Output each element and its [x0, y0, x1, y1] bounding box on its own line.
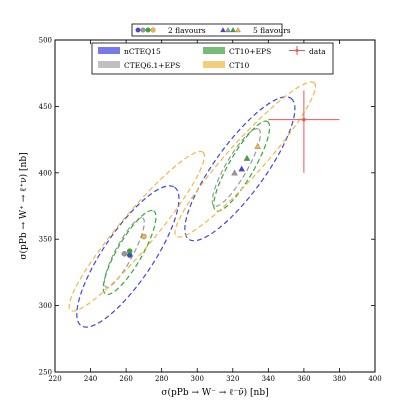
- point-ncteq15-5-flavours: [238, 165, 245, 172]
- legend-swatch-ct10-eps: [203, 47, 225, 54]
- legend-label-cteq61-eps: CTEQ6.1+EPS: [124, 61, 180, 70]
- x-tick-label: 260: [119, 375, 132, 383]
- top-legend-triangle-marker: [225, 27, 231, 33]
- ellipse-ct10-eps-5-flavours: [213, 120, 271, 212]
- legend-swatch-ncteq15: [98, 47, 120, 54]
- x-tick-label: 220: [48, 375, 61, 383]
- x-axis-label: σ(pPb → W⁻ → ℓ⁻ν̄) [nb]: [161, 387, 268, 398]
- legend: nCTEQ15 CT10+EPS data CTEQ6.1+EPS CT10: [91, 42, 334, 75]
- x-tick-label: 300: [191, 375, 204, 383]
- x-tick-label: 280: [155, 375, 168, 383]
- x-tick-label: 400: [368, 375, 381, 383]
- x-tick-label: 240: [84, 375, 97, 383]
- point-cteq6-1-eps-5-flavours: [231, 169, 238, 176]
- top-legend-circle-marker: [150, 27, 156, 33]
- top-legend-triangle-marker: [235, 27, 241, 33]
- plot-area: [55, 40, 375, 372]
- point-ct10-5-flavours: [254, 142, 261, 149]
- x-tick-label: 380: [333, 375, 346, 383]
- x-tick-label: 320: [226, 375, 239, 383]
- data-point: [302, 117, 306, 122]
- ellipse-ct10-eps-2-flavours: [102, 209, 157, 296]
- y-tick-label: 350: [39, 236, 52, 244]
- x-tick-label: 340: [262, 375, 275, 383]
- top-legend-label-5-flavours: 5 flavours: [253, 26, 291, 35]
- y-tick-label: 250: [39, 369, 52, 377]
- y-tick-label: 400: [39, 169, 52, 177]
- legend-swatch-cteq61-eps: [98, 61, 120, 68]
- ellipse-ct10-2-flavours: [68, 150, 206, 312]
- legend-label-ct10: CT10: [229, 61, 250, 70]
- legend-label-ncteq15: nCTEQ15: [124, 47, 161, 56]
- ellipse-ncteq15-5-flavours: [184, 96, 296, 242]
- top-legend: 2 flavours 5 flavours: [131, 23, 291, 37]
- legend-swatch-ct10: [203, 61, 225, 68]
- ellipse-cteq6-1-eps-2-flavours: [103, 217, 145, 288]
- ellipse-ct10-5-flavours: [174, 81, 317, 238]
- plot-frame: [54, 39, 376, 373]
- y-tick-label: 300: [39, 302, 52, 310]
- top-legend-circle-marker: [140, 27, 146, 33]
- top-legend-triangle-marker: [230, 27, 236, 33]
- y-axis-label: σ(pPb → W⁺ → ℓ⁺ν) [nb]: [18, 152, 29, 259]
- top-legend-triangle-marker: [220, 27, 226, 33]
- y-tick-label: 500: [39, 37, 52, 45]
- legend-label-ct10-eps: CT10+EPS: [229, 47, 271, 56]
- ellipse-ncteq15-2-flavours: [76, 185, 180, 328]
- legend-swatch-data: [289, 46, 305, 55]
- x-tick-label: 360: [297, 375, 310, 383]
- point-ct10-eps-5-flavours: [243, 154, 251, 161]
- top-legend-circle-marker: [135, 27, 141, 33]
- top-legend-circle-marker: [145, 27, 151, 33]
- point-ct10-2-flavours: [141, 233, 147, 240]
- point-cteq6-1-eps-2-flavours: [121, 251, 128, 257]
- top-legend-box: [131, 23, 283, 37]
- top-legend-label-2-flavours: 2 flavours: [168, 26, 206, 35]
- legend-label-data: data: [309, 47, 326, 56]
- point-ct10-eps-2-flavours: [126, 248, 133, 254]
- legend-data-dot: [295, 49, 299, 52]
- y-tick-label: 450: [39, 103, 52, 111]
